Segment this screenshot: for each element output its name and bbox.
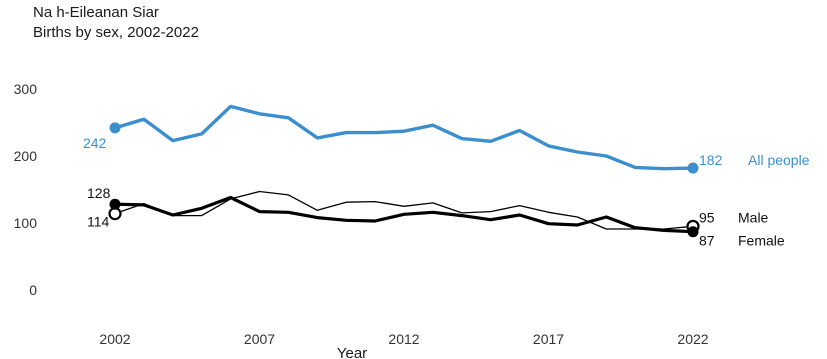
end-value-label-female: 87	[699, 233, 715, 249]
point-female-2002	[109, 198, 121, 210]
x-tick-label: 2012	[388, 331, 419, 347]
x-tick-label: 2002	[99, 331, 130, 347]
series-line-male	[114, 190, 694, 230]
x-tick-label: 2017	[533, 331, 564, 347]
end-value-label-all-people: 182	[699, 152, 723, 168]
end-value-label-male: 95	[699, 209, 715, 225]
label-layer: 242 182 All people 128 87 Female 114 95 Male	[83, 122, 810, 249]
series-line-female	[113, 195, 695, 234]
x-axis-label: Year	[337, 345, 367, 359]
point-all-people-2002	[109, 122, 121, 134]
series-name-label-all-people: All people	[748, 152, 810, 168]
series-name-label-male: Male	[738, 209, 769, 225]
point-female-2022	[687, 226, 699, 238]
y-tick-label: 200	[14, 148, 38, 164]
series-name-label-female: Female	[738, 233, 785, 249]
y-tick-label: 300	[14, 81, 38, 97]
y-axis-ticks: 0 100 200 300	[14, 81, 38, 298]
x-tick-label: 2022	[677, 331, 708, 347]
series-layer	[113, 104, 695, 234]
y-tick-label: 0	[29, 282, 37, 298]
start-value-label-female: 128	[87, 185, 111, 201]
chart-subtitle: Births by sex, 2002-2022	[33, 24, 199, 41]
series-line-all-people	[113, 104, 695, 171]
start-value-label-all-people: 242	[83, 135, 107, 151]
chart-title: Na h-Eileanan Siar	[33, 4, 159, 21]
start-value-label-male: 114	[87, 214, 110, 230]
point-male-2002	[108, 207, 122, 221]
y-tick-label: 100	[14, 215, 38, 231]
point-all-people-2022	[687, 162, 699, 174]
x-tick-label: 2007	[244, 331, 275, 347]
x-axis-ticks: 2002 2007 2012 2017 2022	[99, 331, 708, 347]
